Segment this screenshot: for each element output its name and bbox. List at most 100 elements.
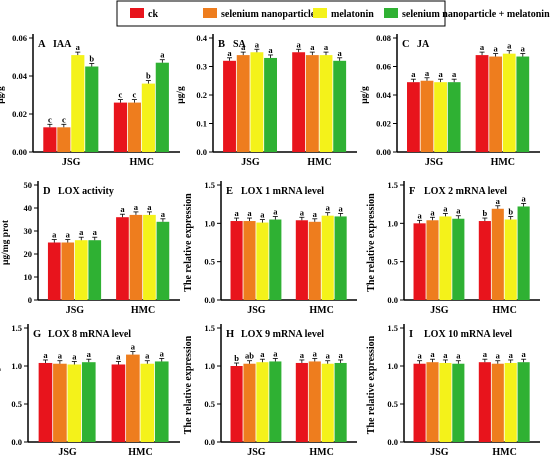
panel-letter: A <box>38 39 46 50</box>
significance-letter: a <box>456 206 461 216</box>
panel-title: LOX 9 mRNA level <box>241 329 324 340</box>
significance-letter: a <box>234 208 239 218</box>
y-axis-label: μg/mg prot <box>1 219 11 265</box>
significance-letter: a <box>134 202 139 212</box>
bar-hmc-series-4 <box>334 362 347 442</box>
significance-letter: a <box>338 350 343 360</box>
significance-letter: a <box>507 41 512 51</box>
panel-f: 0.0 0.5 1.0 1.5 The relative expression F LOX … <box>366 180 540 316</box>
y-tick-label: 0.06 <box>12 33 27 43</box>
significance-letter: a <box>79 227 84 237</box>
bar-jsg-series-1 <box>413 223 426 300</box>
bar-jsg-series-1 <box>413 363 426 442</box>
legend-swatch-3 <box>313 8 327 18</box>
bar-hmc-series-4 <box>155 62 169 153</box>
bar-jsg-series-2 <box>57 127 71 152</box>
significance-letter: a <box>438 69 443 79</box>
y-tick-label: 1.5 <box>11 323 22 333</box>
x-tick-label: HMC <box>309 305 333 316</box>
bar-hmc-series-4 <box>517 362 530 442</box>
y-tick-label: 1.5 <box>387 180 398 190</box>
bar-hmc-series-3 <box>319 55 333 152</box>
significance-letter: a <box>160 348 165 358</box>
x-tick-label: JSG <box>430 447 449 458</box>
significance-letter: a <box>120 204 125 214</box>
bar-jsg-series-1 <box>407 82 420 152</box>
panel-letter: H <box>226 329 234 340</box>
significance-letter: a <box>313 209 318 219</box>
bar-hmc-series-4 <box>517 206 530 300</box>
bar-jsg-series-3 <box>74 240 88 300</box>
bar-hmc-series-3 <box>504 362 517 442</box>
y-axis-label: The relative expression <box>366 335 377 434</box>
y-tick-label: 0.2 <box>196 90 207 100</box>
x-tick-label: JSG <box>425 157 444 168</box>
significance-letter: a <box>58 351 63 361</box>
bar-hmc-series-3 <box>141 83 155 152</box>
y-tick-label: 0.0 <box>196 147 207 157</box>
y-tick-label: 0.0 <box>204 295 215 305</box>
bar-hmc-series-1 <box>478 362 491 442</box>
bar-jsg-series-4 <box>452 218 465 300</box>
panel-letter: E <box>226 186 233 197</box>
significance-letter: a <box>255 39 260 49</box>
bar-hmc-series-1 <box>116 217 129 300</box>
bar-jsg-series-2 <box>426 220 439 300</box>
y-tick-label: 0.04 <box>12 71 28 81</box>
bar-jsg-series-4 <box>81 362 96 442</box>
legend-swatch-4 <box>384 8 398 18</box>
legend-label-3: melatonin <box>331 9 374 20</box>
bar-hmc-series-4 <box>154 361 169 442</box>
bar-jsg-series-4 <box>447 82 461 152</box>
y-tick-label: 1.0 <box>204 218 215 228</box>
significance-letter: a <box>417 351 422 361</box>
significance-letter: a <box>43 350 48 360</box>
bar-jsg-series-1 <box>230 366 243 442</box>
panel-title: IAA <box>53 39 72 50</box>
x-tick-label: HMC <box>492 447 516 458</box>
panel-title: LOX 1 mRNA level <box>241 186 324 197</box>
bar-jsg-series-1 <box>230 221 243 300</box>
bar-hmc-series-2 <box>127 102 141 152</box>
y-tick-label: 1.5 <box>204 180 215 190</box>
significance-letter: a <box>483 349 488 359</box>
bar-jsg-series-4 <box>85 66 99 152</box>
panel-letter: F <box>409 186 415 197</box>
significance-letter: a <box>452 69 457 79</box>
x-tick-label: JSG <box>62 157 81 168</box>
significance-letter: a <box>161 209 166 219</box>
bar-hmc-series-1 <box>478 221 491 300</box>
bar-jsg-series-2 <box>236 55 250 152</box>
significance-letter: a <box>66 230 71 240</box>
y-axis-label: The relative expression <box>183 193 194 292</box>
significance-letter: c <box>48 114 52 124</box>
legend: ck selenium nanoparticle melatonin selenium… <box>116 0 550 27</box>
panel-i: 0.0 0.5 1.0 1.5 The relative expression I LOX … <box>366 323 540 458</box>
y-tick-label: 0.0 <box>204 437 215 447</box>
panel-title: JA <box>417 39 430 50</box>
panel-letter: C <box>402 39 410 50</box>
bar-jsg-series-3 <box>256 362 269 442</box>
bar-jsg-series-3 <box>439 362 452 442</box>
bar-jsg-series-3 <box>434 82 447 152</box>
bar-hmc-series-2 <box>308 221 321 300</box>
bar-jsg-series-4 <box>452 363 465 442</box>
x-tick-label: JSG <box>247 447 266 458</box>
bar-jsg-series-3 <box>67 364 82 442</box>
bar-jsg-series-3 <box>250 52 264 152</box>
y-tick-label: 40 <box>24 203 33 213</box>
significance-letter: c <box>119 90 123 100</box>
y-axis-label: The relative expression <box>0 335 1 434</box>
significance-letter: a <box>430 207 435 217</box>
y-tick-label: 0 <box>28 295 32 305</box>
significance-letter: a <box>260 210 265 220</box>
x-tick-label: JSG <box>247 305 266 316</box>
bar-hmc-series-4 <box>516 56 530 152</box>
significance-letter: a <box>338 48 343 58</box>
significance-letter: a <box>456 351 461 361</box>
bar-jsg-series-2 <box>53 363 67 442</box>
bar-jsg-series-2 <box>243 221 256 300</box>
panel-title: LOX 8 mRNA level <box>48 329 131 340</box>
